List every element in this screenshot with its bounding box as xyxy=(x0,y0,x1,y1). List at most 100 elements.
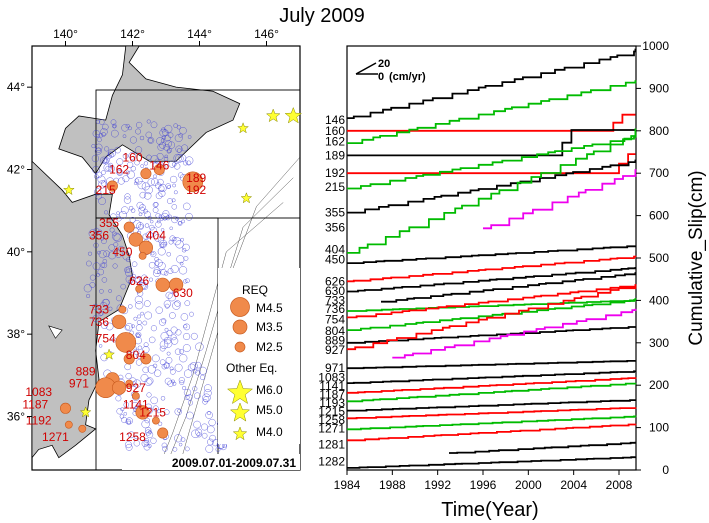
seismicity-event xyxy=(156,219,161,224)
seismicity-event xyxy=(95,119,101,124)
seismicity-event xyxy=(101,277,108,283)
seq-label-160: 160 xyxy=(325,124,345,138)
seq-label-404: 404 xyxy=(325,243,345,257)
legend-req-m45 xyxy=(230,297,250,317)
seismicity-event xyxy=(185,278,190,284)
seismicity-event xyxy=(144,378,153,386)
seismicity-event xyxy=(166,149,171,154)
seismicity-event xyxy=(183,388,192,397)
seismicity-event xyxy=(146,119,151,124)
seismicity-event xyxy=(125,170,130,175)
seismicity-event xyxy=(174,348,182,355)
seismicity-event xyxy=(159,359,166,366)
seismicity-event xyxy=(102,259,108,264)
seismicity-event xyxy=(141,419,150,429)
y-tick-1000: 1000 xyxy=(642,39,669,53)
req-event-25 xyxy=(78,424,87,433)
seismicity-event xyxy=(169,312,176,319)
seismicity-event xyxy=(150,325,157,332)
seismicity-event xyxy=(136,222,145,231)
figure-title: July 2009 xyxy=(279,5,365,27)
legend-req-m25-label: M2.5 xyxy=(256,340,283,354)
seismicity-event xyxy=(155,213,161,219)
hokkaido-land xyxy=(32,45,241,175)
seismicity-event xyxy=(140,311,144,316)
req-event-0 xyxy=(153,164,165,176)
seismicity-event xyxy=(134,277,140,283)
seismicity-event xyxy=(183,332,191,341)
map-label-630: 630 xyxy=(173,286,193,300)
other-eq-6 xyxy=(79,406,92,418)
x-axis-ticks: 1984 1988 1992 1996 2000 2004 2008 xyxy=(334,470,633,492)
seismicity-event xyxy=(99,302,108,310)
seismicity-event xyxy=(138,206,146,214)
seismicity-event xyxy=(177,409,181,413)
seismicity-event xyxy=(129,216,136,223)
seismicity-event xyxy=(139,135,145,141)
req-event-26 xyxy=(64,420,73,429)
seismicity-event xyxy=(110,119,117,126)
seismicity-event xyxy=(167,185,171,189)
map-lon-tick-1: 142° xyxy=(120,27,145,41)
seismicity-event xyxy=(164,339,173,348)
seismicity-event xyxy=(113,242,119,247)
seismicity-event xyxy=(175,145,183,153)
seismicity-event xyxy=(173,163,181,170)
seismicity-event xyxy=(123,196,132,204)
seismicity-event xyxy=(135,128,142,135)
seismicity-event xyxy=(171,216,179,224)
map-label-971: 971 xyxy=(69,377,89,391)
seismicity-event xyxy=(134,178,139,183)
seismicity-event xyxy=(164,327,169,332)
seismicity-event xyxy=(139,191,147,199)
seismicity-event xyxy=(175,240,184,249)
seismicity-event xyxy=(161,212,169,221)
series-626 xyxy=(347,255,637,283)
seismicity-event xyxy=(152,363,158,369)
seismicity-event xyxy=(89,282,96,288)
other-eq-0 xyxy=(284,106,303,124)
map-label-404: 404 xyxy=(146,229,166,243)
seismicity-event xyxy=(152,405,159,412)
seismicity-event xyxy=(172,183,176,188)
seismicity-event xyxy=(124,441,132,449)
seismicity-event xyxy=(185,411,194,420)
seismicity-event xyxy=(166,198,173,205)
seismicity-event xyxy=(150,121,158,129)
req-event-11 xyxy=(118,305,127,314)
seismicity-event xyxy=(199,374,206,381)
map-lat-tick-2: 40° xyxy=(7,245,25,259)
series-215 xyxy=(347,133,637,190)
seismicity-event xyxy=(135,275,143,283)
seismicity-event xyxy=(92,262,101,271)
series-146 xyxy=(347,48,637,119)
seismicity-event xyxy=(201,432,208,439)
seismicity-event xyxy=(95,192,103,200)
seismicity-event xyxy=(141,274,148,281)
req-event-13 xyxy=(115,332,137,353)
series-804 xyxy=(347,298,637,332)
rate-scale-indicator: 20 0 (cm/yr) xyxy=(355,58,426,83)
seq-label-804: 804 xyxy=(325,324,345,338)
series-1215 xyxy=(347,407,637,420)
seismicity-event xyxy=(97,229,103,234)
y-tick-600: 600 xyxy=(649,209,669,223)
seismicity-event xyxy=(160,396,166,401)
seismicity-event xyxy=(138,212,143,217)
seq-label-192: 192 xyxy=(325,166,345,180)
seismicity-event xyxy=(110,129,119,138)
seismicity-event xyxy=(178,377,185,384)
seismicity-event xyxy=(148,336,156,344)
seismicity-event xyxy=(125,443,133,451)
seismicity-event xyxy=(192,386,198,392)
seismicity-event xyxy=(155,221,162,228)
y-tick-300: 300 xyxy=(649,336,669,350)
seismicity-event xyxy=(173,153,182,163)
seismicity-event xyxy=(136,333,141,338)
seismicity-event xyxy=(198,366,207,375)
seismicity-event xyxy=(151,354,160,363)
seismicity-event xyxy=(180,313,189,321)
seismicity-event xyxy=(107,148,117,158)
seismicity-event xyxy=(125,418,132,425)
seismicity-event xyxy=(147,365,157,374)
